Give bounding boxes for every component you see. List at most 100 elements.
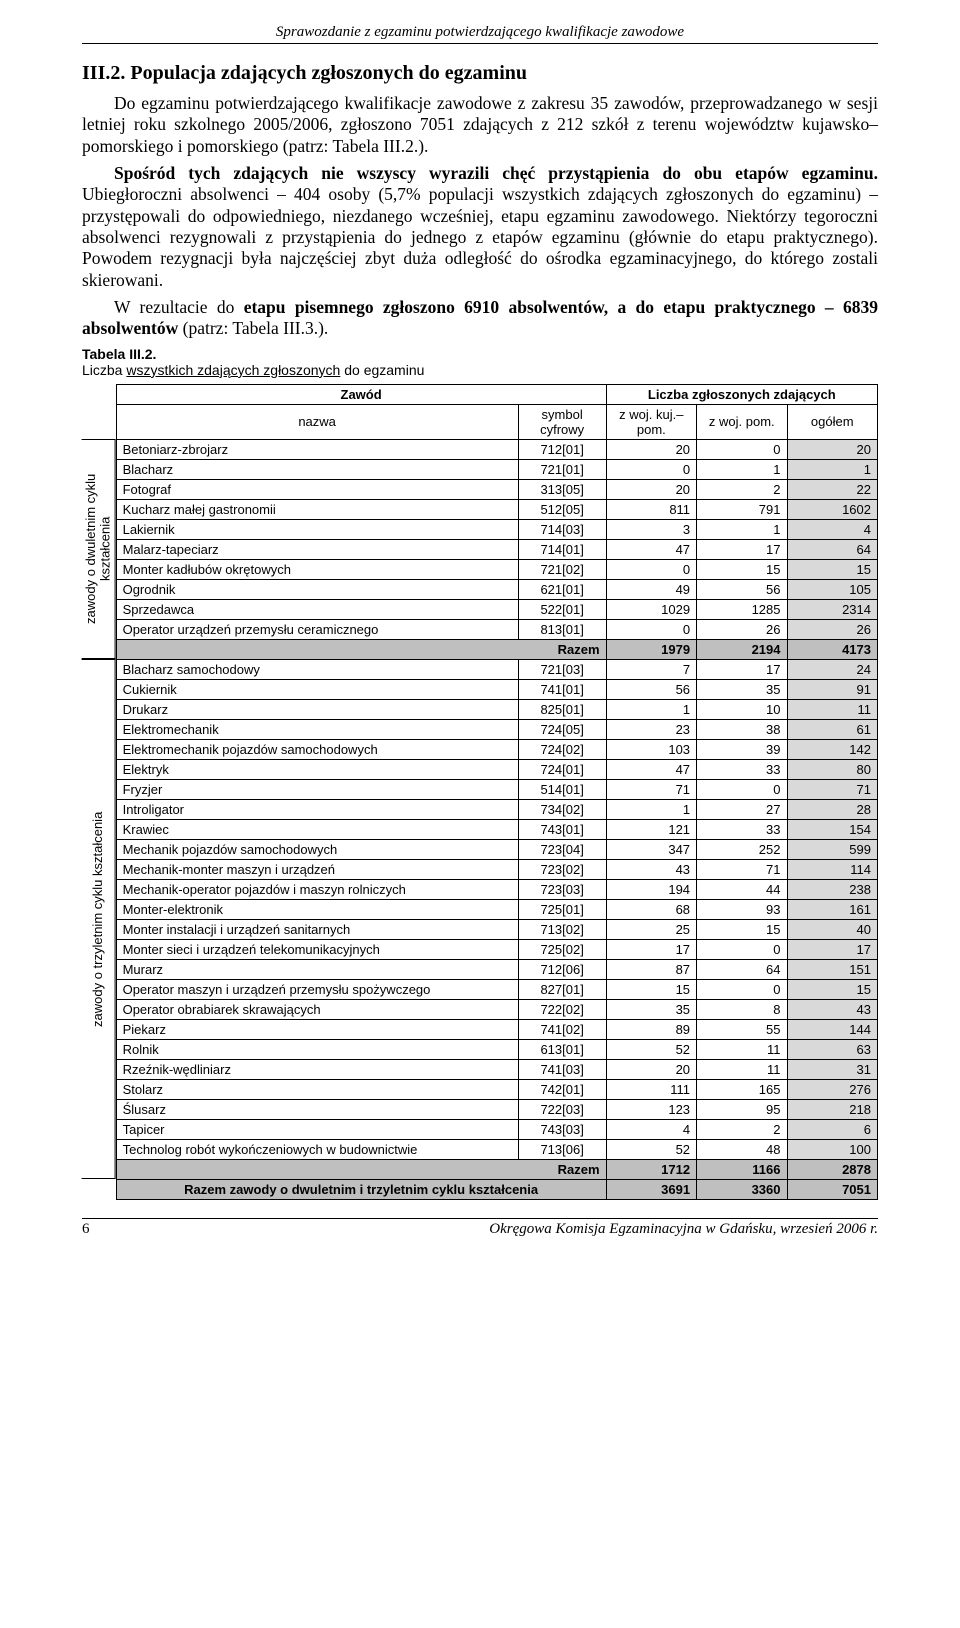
cell-kuj: 0 <box>606 559 696 579</box>
cell-symbol: 721[02] <box>518 559 606 579</box>
cell-pom: 1 <box>697 519 787 539</box>
cell-symbol: 725[02] <box>518 939 606 959</box>
cell-pom: 0 <box>697 939 787 959</box>
cell-symbol: 724[01] <box>518 759 606 779</box>
th-nazwa: nazwa <box>116 404 518 439</box>
grand-b: 3360 <box>697 1179 787 1199</box>
side-label-3yr: zawody o trzyletnim cyklu kształcenia <box>82 659 116 1179</box>
table-row: Fotograf313[05]20222 <box>116 479 877 499</box>
table-row: Drukarz825[01]11011 <box>116 699 877 719</box>
table-row: Kucharz małej gastronomii512[05]81179116… <box>116 499 877 519</box>
cell-kuj: 1 <box>606 699 696 719</box>
grand-t: 7051 <box>787 1179 878 1199</box>
table-row: Krawiec743[01]12133154 <box>116 819 877 839</box>
table-row: Lakiernik714[03]314 <box>116 519 877 539</box>
cell-pom: 10 <box>697 699 787 719</box>
cell-ogolem: 17 <box>787 939 878 959</box>
table-row: Mechanik pojazdów samochodowych723[04]34… <box>116 839 877 859</box>
cell-symbol: 724[02] <box>518 739 606 759</box>
cell-symbol: 714[01] <box>518 539 606 559</box>
cell-symbol: 734[02] <box>518 799 606 819</box>
cell-symbol: 722[03] <box>518 1099 606 1119</box>
cell-pom: 48 <box>697 1139 787 1159</box>
cell-ogolem: 151 <box>787 959 878 979</box>
cell-pom: 11 <box>697 1059 787 1079</box>
cell-kuj: 20 <box>606 439 696 459</box>
side-label-2yr: zawody o dwuletnim cyklu kształcenia <box>82 439 116 659</box>
table-row: Technolog robót wykończeniowych w budown… <box>116 1139 877 1159</box>
table-row: Elektryk724[01]473380 <box>116 759 877 779</box>
cell-pom: 27 <box>697 799 787 819</box>
cell-kuj: 347 <box>606 839 696 859</box>
cell-symbol: 743[01] <box>518 819 606 839</box>
cell-nazwa: Tapicer <box>116 1119 518 1139</box>
table-row: Operator obrabiarek skrawających722[02]3… <box>116 999 877 1019</box>
cell-kuj: 35 <box>606 999 696 1019</box>
cell-nazwa: Technolog robót wykończeniowych w budown… <box>116 1139 518 1159</box>
cell-nazwa: Ogrodnik <box>116 579 518 599</box>
cell-ogolem: 4 <box>787 519 878 539</box>
side-spacer <box>82 384 116 439</box>
cell-kuj: 123 <box>606 1099 696 1119</box>
paragraph-2: W rezultacie do etapu pisemnego zgłoszon… <box>82 297 878 340</box>
cell-nazwa: Introligator <box>116 799 518 819</box>
cell-ogolem: 238 <box>787 879 878 899</box>
paragraph-1: Do egzaminu potwierdzającego kwalifikacj… <box>82 93 878 157</box>
cell-pom: 0 <box>697 439 787 459</box>
cell-nazwa: Fryzjer <box>116 779 518 799</box>
cell-kuj: 49 <box>606 579 696 599</box>
cell-symbol: 712[06] <box>518 959 606 979</box>
grand-label: Razem zawody o dwuletnim i trzyletnim cy… <box>116 1179 606 1199</box>
cell-symbol: 713[06] <box>518 1139 606 1159</box>
table-row: Introligator734[02]12728 <box>116 799 877 819</box>
cell-pom: 71 <box>697 859 787 879</box>
cell-nazwa: Kucharz małej gastronomii <box>116 499 518 519</box>
cell-symbol: 712[01] <box>518 439 606 459</box>
table-row: Operator maszyn i urządzeń przemysłu spo… <box>116 979 877 999</box>
cell-pom: 17 <box>697 539 787 559</box>
cell-nazwa: Elektryk <box>116 759 518 779</box>
cell-nazwa: Mechanik-monter maszyn i urządzeń <box>116 859 518 879</box>
cell-symbol: 743[03] <box>518 1119 606 1139</box>
cell-kuj: 1 <box>606 799 696 819</box>
cell-kuj: 0 <box>606 619 696 639</box>
cell-kuj: 3 <box>606 519 696 539</box>
cell-pom: 1 <box>697 459 787 479</box>
cell-nazwa: Sprzedawca <box>116 599 518 619</box>
table-row: Monter-elektronik725[01]6893161 <box>116 899 877 919</box>
cell-pom: 1285 <box>697 599 787 619</box>
cell-kuj: 111 <box>606 1079 696 1099</box>
running-header: Sprawozdanie z egzaminu potwierdzającego… <box>82 24 878 44</box>
p1-text-c: Ubiegłoroczni absolwenci – 404 osoby (5,… <box>82 184 878 289</box>
cell-nazwa: Malarz-tapeciarz <box>116 539 518 559</box>
cell-kuj: 811 <box>606 499 696 519</box>
cell-pom: 0 <box>697 979 787 999</box>
cell-kuj: 20 <box>606 1059 696 1079</box>
cell-nazwa: Monter instalacji i urządzeń sanitarnych <box>116 919 518 939</box>
table-row: Stolarz742[01]111165276 <box>116 1079 877 1099</box>
th-liczba: Liczba zgłoszonych zdających <box>606 384 877 404</box>
cell-kuj: 23 <box>606 719 696 739</box>
table-row: Mechanik-operator pojazdów i maszyn roln… <box>116 879 877 899</box>
cell-kuj: 7 <box>606 659 696 679</box>
cell-symbol: 813[01] <box>518 619 606 639</box>
cell-symbol: 522[01] <box>518 599 606 619</box>
cell-nazwa: Murarz <box>116 959 518 979</box>
cell-ogolem: 142 <box>787 739 878 759</box>
cell-nazwa: Mechanik pojazdów samochodowych <box>116 839 518 859</box>
cell-ogolem: 15 <box>787 979 878 999</box>
table-row: Mechanik-monter maszyn i urządzeń723[02]… <box>116 859 877 879</box>
cell-kuj: 56 <box>606 679 696 699</box>
table-row: Betoniarz-zbrojarz712[01]20020 <box>116 439 877 459</box>
table-wrap: zawody o dwuletnim cyklu kształcenia zaw… <box>82 384 878 1200</box>
cell-ogolem: 105 <box>787 579 878 599</box>
cell-symbol: 827[01] <box>518 979 606 999</box>
cell-pom: 0 <box>697 779 787 799</box>
th-zawod: Zawód <box>116 384 606 404</box>
cell-ogolem: 154 <box>787 819 878 839</box>
cell-nazwa: Blacharz samochodowy <box>116 659 518 679</box>
cell-ogolem: 15 <box>787 559 878 579</box>
grand-a: 3691 <box>606 1179 696 1199</box>
p1-bold: Spośród tych zdających nie wszyscy wyraz… <box>114 163 878 183</box>
cell-kuj: 89 <box>606 1019 696 1039</box>
